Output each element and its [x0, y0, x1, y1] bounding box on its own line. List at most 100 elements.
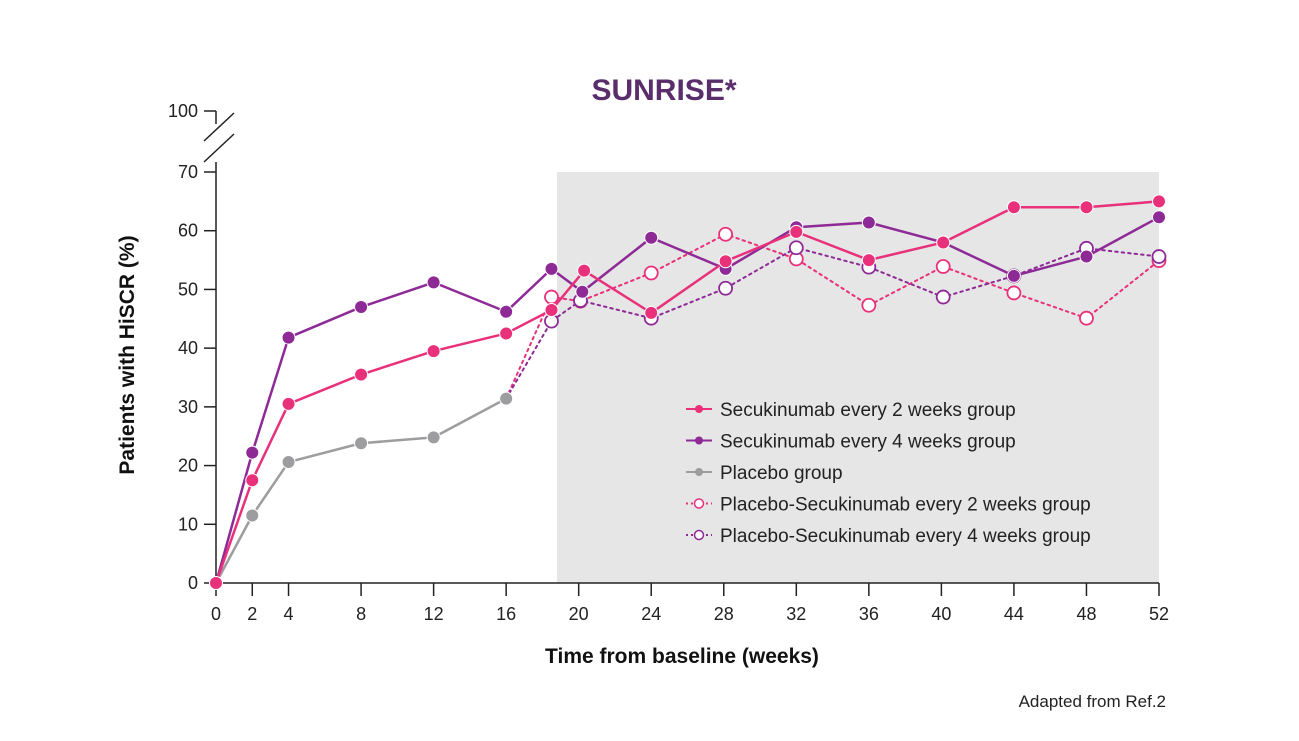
data-point [354, 300, 369, 315]
y-tick-label-100: 100 [168, 101, 198, 121]
data-point [643, 265, 659, 281]
data-point [354, 367, 369, 382]
chart-title: SUNRISE* [591, 74, 736, 107]
data-point [1152, 194, 1166, 209]
legend-item-3: Placebo group [686, 463, 843, 484]
y-tick-label: 20 [178, 456, 198, 476]
legend-label: Secukinumab every 4 weeks group [720, 432, 1016, 453]
legend-label: Placebo group [720, 463, 843, 484]
data-point [245, 473, 260, 488]
series-line [214, 216, 1160, 584]
x-tick-label: 2 [247, 604, 257, 624]
data-point [281, 396, 296, 411]
y-ticks: 0 10 20 30 40 50 60 70 [178, 162, 216, 593]
legend-marker [693, 498, 705, 509]
x-axis-title: Time from baseline (weeks) [545, 645, 819, 668]
y-tick-label: 10 [178, 514, 198, 534]
data-point [1006, 200, 1021, 215]
data-point [861, 297, 877, 313]
x-tick-label: 0 [211, 604, 221, 624]
x-tick-label: 52 [1149, 604, 1169, 624]
legend-marker [695, 405, 703, 413]
x-tick-label: 24 [641, 604, 661, 624]
data-point [499, 326, 514, 341]
data-point [936, 235, 951, 250]
legend-item-1: Secukinumab every 2 weeks group [686, 400, 1016, 421]
data-point [354, 436, 369, 451]
y-axis-title: Patients with HiSCR (%) [116, 235, 139, 474]
legend-label: Placebo-Secukinumab every 2 weeks group [720, 495, 1091, 516]
legend-label: Secukinumab every 2 weeks group [720, 400, 1016, 421]
x-tick-label: 36 [859, 604, 879, 624]
data-point [1151, 249, 1167, 264]
data-point [209, 576, 223, 590]
data-point [861, 253, 876, 268]
data-point [1006, 268, 1021, 283]
data-point [1079, 200, 1094, 215]
x-ticks: 0 2 4 8 12 16 20 24 28 32 36 40 44 48 52 [211, 583, 1169, 624]
x-tick-label: 44 [1004, 604, 1024, 624]
data-point [426, 275, 441, 290]
data-point [1079, 310, 1094, 326]
data-point [426, 430, 441, 445]
legend-label: Placebo-Secukinumab every 4 weeks group [720, 526, 1091, 547]
data-point [718, 280, 733, 296]
axes: 100 [168, 101, 1159, 584]
y-tick-label: 70 [178, 162, 198, 182]
x-tick-label: 28 [714, 604, 734, 624]
series-3 [209, 391, 514, 590]
data-point [935, 259, 951, 274]
footnote: Adapted from Ref.2 [1019, 692, 1166, 711]
legend-item-4: Placebo-Secukinumab every 2 weeks group [686, 495, 1091, 516]
data-point [644, 230, 659, 245]
data-point [544, 302, 559, 317]
data-point [245, 508, 260, 523]
x-tick-label: 48 [1076, 604, 1096, 624]
data-point [575, 284, 590, 299]
x-tick-label: 32 [786, 604, 806, 624]
legend: Secukinumab every 2 weeks group Secukinum… [686, 400, 1091, 547]
y-tick-label: 30 [178, 397, 198, 417]
series-line [214, 200, 1160, 584]
series-group [209, 194, 1167, 590]
series-line [214, 397, 507, 584]
data-point [499, 391, 514, 406]
data-point [499, 304, 514, 319]
data-point [426, 344, 441, 359]
x-tick-label: 4 [284, 604, 294, 624]
series-2 [209, 210, 1166, 590]
x-tick-label: 20 [569, 604, 589, 624]
legend-marker [693, 529, 705, 541]
series-1 [209, 194, 1166, 590]
y-axis-break-mark-1 [203, 112, 235, 142]
legend-item-5: Placebo-Secukinumab every 4 weeks group [686, 526, 1091, 547]
data-point [935, 289, 951, 305]
x-tick-label: 8 [356, 604, 366, 624]
data-point [788, 240, 804, 256]
data-point [544, 289, 559, 305]
data-point [718, 254, 733, 269]
series-line [505, 233, 1160, 400]
legend-item-2: Secukinumab every 4 weeks group [686, 432, 1016, 453]
data-point [245, 445, 260, 460]
data-point [544, 261, 559, 276]
data-point [644, 305, 659, 320]
data-point [789, 224, 804, 239]
y-tick-label: 0 [188, 573, 198, 593]
legend-marker [695, 468, 703, 476]
data-point [281, 455, 296, 470]
x-tick-label: 12 [424, 604, 444, 624]
data-point [718, 226, 733, 242]
data-point [861, 215, 876, 230]
y-axis-break-mark-2 [203, 133, 235, 163]
y-tick-label: 50 [178, 279, 198, 299]
legend-marker [695, 436, 703, 445]
data-point [281, 330, 296, 345]
y-tick-label: 60 [178, 221, 198, 241]
data-point [1006, 285, 1022, 301]
data-point [577, 263, 592, 278]
x-tick-label: 40 [931, 604, 951, 624]
data-point [1079, 249, 1094, 264]
y-tick-label: 40 [178, 338, 198, 358]
